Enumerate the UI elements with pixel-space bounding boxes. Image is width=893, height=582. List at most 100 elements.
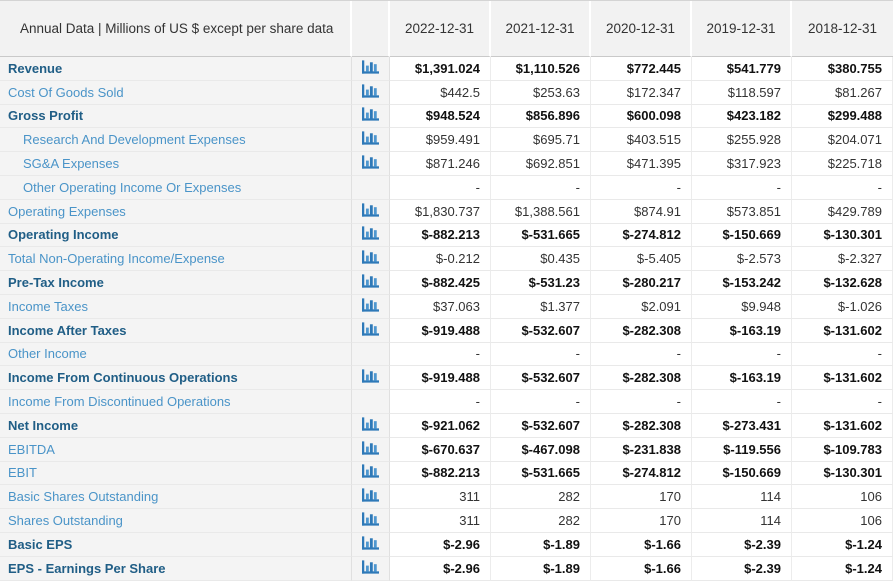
bar-chart-icon[interactable] [362,107,379,122]
bar-chart-icon[interactable] [362,464,379,479]
value-cell: $-5.405 [591,247,692,272]
value-cell: $9.948 [692,294,792,319]
table-row: EBITDA $-670.637 $-467.098 $-231.838 $-1… [0,437,893,462]
row-label[interactable]: Income Taxes [8,298,88,314]
value-cell: $1,391.024 [390,57,491,81]
row-label[interactable]: Operating Expenses [8,203,126,219]
value-cell: $-131.602 [792,366,893,391]
table-row: Other Operating Income Or Expenses - - -… [0,175,893,200]
value-cell: $541.779 [692,57,792,81]
row-label[interactable]: Revenue [8,60,63,76]
bar-chart-icon[interactable] [362,250,379,264]
value-cell: $37.063 [390,294,491,319]
row-label[interactable]: EBIT [8,465,37,481]
value-cell: $299.488 [792,104,893,129]
bar-chart-icon[interactable] [362,536,379,550]
row-label[interactable]: EPS - Earnings Per Share [8,560,166,576]
value-cell: $874.91 [591,199,692,224]
value-cell: $-2.573 [692,247,792,272]
value-cell: $-109.783 [792,437,893,462]
value-cell: $600.098 [591,104,692,129]
row-label[interactable]: Basic EPS [8,536,73,552]
value-cell: $-921.062 [390,413,491,438]
table-row: Income Taxes $37.063 $1.377 $2.091 $9.94… [0,294,893,319]
row-label[interactable]: Basic Shares Outstanding [8,489,159,505]
value-cell: $959.491 [390,128,491,153]
bar-chart-icon[interactable] [362,322,379,336]
row-label[interactable]: Income From Continuous Operations [8,370,238,386]
value-cell: $-132.628 [792,271,893,295]
value-cell: 311 [390,509,491,533]
value-cell: - [491,342,591,367]
table-row: Income After Taxes $-919.488 $-532.607 $… [0,318,893,343]
value-cell: $856.896 [491,104,591,129]
value-cell: 282 [491,485,591,510]
bar-chart-icon[interactable] [362,155,379,169]
chart-icon-column-header [352,1,390,57]
row-label[interactable]: Research And Development Expenses [23,132,246,148]
row-label[interactable]: Other Operating Income Or Expenses [23,179,242,195]
value-cell: $-280.217 [591,271,692,295]
column-header-date: 2022-12-31 [390,1,491,57]
row-label[interactable]: Operating Income [8,227,119,243]
row-label[interactable]: Other Income [8,346,87,362]
bar-chart-icon[interactable] [362,369,379,383]
bar-chart-icon[interactable] [362,488,379,502]
value-cell: $-2.96 [390,532,491,557]
row-label[interactable]: SG&A Expenses [23,156,120,172]
bar-chart-icon[interactable] [362,298,379,312]
value-cell: - [692,342,792,367]
row-label[interactable]: Total Non-Operating Income/Expense [8,251,225,267]
bar-chart-icon[interactable] [362,203,379,217]
value-cell: $-670.637 [390,437,491,462]
table-row: Income From Discontinued Operations - - … [0,390,893,414]
row-label[interactable]: Income From Discontinued Operations [8,394,231,410]
value-cell: $-1.66 [591,532,692,557]
row-label[interactable]: Pre-Tax Income [8,275,104,291]
value-cell: $118.597 [692,80,792,105]
value-cell: $403.515 [591,128,692,153]
bar-chart-icon[interactable] [362,441,379,455]
table-row: Gross Profit $948.524 $856.896 $600.098 … [0,104,893,129]
value-cell: $-282.308 [591,366,692,391]
value-cell: $-0.212 [390,247,491,272]
row-label[interactable]: Shares Outstanding [8,513,123,529]
column-header-date: 2020-12-31 [591,1,692,57]
value-cell: $317.923 [692,152,792,176]
bar-chart-icon[interactable] [362,560,379,574]
row-label[interactable]: EBITDA [8,441,55,457]
row-label[interactable]: Income After Taxes [8,322,127,338]
value-cell: $-131.602 [792,413,893,438]
value-cell: $-882.425 [390,271,491,295]
bar-chart-icon[interactable] [362,60,379,74]
table-header: Annual Data | Millions of US $ except pe… [0,1,893,57]
value-cell: $442.5 [390,80,491,105]
table-row: EPS - Earnings Per Share $-2.96 $-1.89 $… [0,556,893,581]
value-cell: $-1.026 [792,294,893,319]
value-cell: $-150.669 [692,461,792,486]
bar-chart-icon[interactable] [362,512,379,526]
value-cell: $-532.607 [491,413,591,438]
value-cell: - [591,175,692,200]
row-label[interactable]: Net Income [8,417,79,433]
value-cell: $-2.39 [692,556,792,581]
value-cell: $-274.812 [591,223,692,248]
value-cell: $-531.23 [491,271,591,295]
value-cell: $-1.66 [591,556,692,581]
value-cell: $-231.838 [591,437,692,462]
value-cell: 114 [692,485,792,510]
value-cell: $-153.242 [692,271,792,295]
value-cell: - [692,175,792,200]
bar-chart-icon[interactable] [362,417,379,431]
value-cell: $253.63 [491,80,591,105]
value-cell: - [792,390,893,414]
bar-chart-icon[interactable] [362,274,379,288]
bar-chart-icon[interactable] [362,226,379,241]
value-cell: $-273.431 [692,413,792,438]
bar-chart-icon[interactable] [362,84,379,98]
row-label[interactable]: Cost Of Goods Sold [8,84,124,100]
row-label[interactable]: Gross Profit [8,108,84,124]
table-row: Shares Outstanding 311 282 170 114 106 [0,509,893,533]
bar-chart-icon[interactable] [362,131,379,145]
